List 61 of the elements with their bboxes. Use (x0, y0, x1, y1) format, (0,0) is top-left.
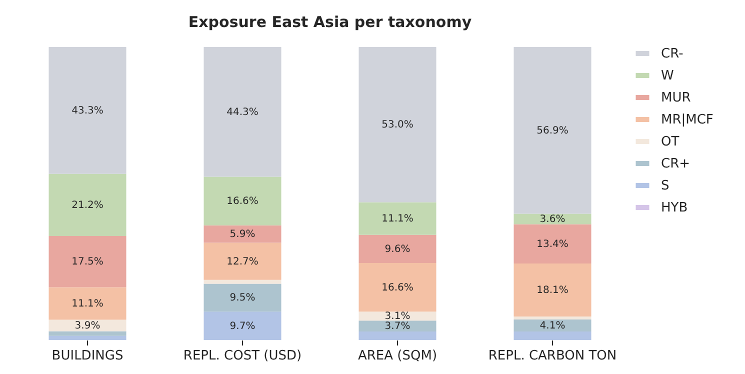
legend-label: S (661, 178, 670, 194)
bar (48, 331, 126, 336)
bar (514, 47, 592, 214)
data-label: 3.1% (384, 311, 410, 322)
data-label: 43.3% (72, 105, 104, 116)
data-label: 12.7% (226, 256, 258, 268)
legend-label: W (661, 68, 674, 84)
bar (358, 47, 436, 202)
data-label: 17.5% (72, 256, 104, 268)
bar (514, 332, 592, 340)
bar (514, 319, 592, 332)
bar (48, 174, 126, 236)
bar (358, 234, 436, 263)
data-label: 3.9% (74, 320, 100, 332)
data-label: 5.9% (230, 229, 256, 240)
legend-label: CR+ (661, 156, 690, 172)
bar (514, 316, 592, 320)
bar (48, 336, 126, 340)
x-tick-label: AREA (SQM) (358, 348, 438, 364)
data-label: 11.1% (72, 298, 104, 310)
bar (204, 280, 282, 284)
bar (514, 264, 592, 317)
bar (204, 284, 282, 312)
legend-label: HYB (661, 200, 688, 216)
x-tick-label: REPL. CARBON TON (488, 348, 617, 364)
data-label: 4.1% (540, 320, 566, 332)
bar (514, 224, 592, 264)
data-label: 13.4% (536, 238, 568, 250)
x-tick-label: REPL. COST (USD) (183, 348, 302, 364)
data-label: 9.7% (230, 320, 256, 332)
bar (48, 287, 126, 320)
chart-title: Exposure East Asia per taxonomy (188, 13, 472, 31)
bar (204, 176, 282, 226)
data-label: 16.6% (382, 282, 414, 294)
legend-label: CR- (661, 46, 684, 62)
legend-label: MUR (661, 90, 691, 106)
bar (514, 214, 592, 224)
data-label: 9.6% (384, 244, 410, 255)
bar (204, 47, 282, 177)
data-label: 3.6% (540, 214, 566, 225)
data-label: 56.9% (536, 125, 568, 136)
bar (48, 236, 126, 288)
data-label: 9.5% (230, 292, 256, 304)
data-label: 21.2% (72, 200, 104, 211)
bar (358, 320, 436, 332)
legend-label: MR|MCF (661, 112, 714, 128)
data-label: 11.1% (382, 214, 414, 225)
data-label: 16.6% (226, 196, 258, 208)
data-label: 18.1% (536, 285, 568, 296)
bar (204, 242, 282, 280)
bar (358, 202, 436, 235)
bar (358, 262, 436, 312)
legend-label: OT (661, 134, 680, 150)
bar (204, 225, 282, 243)
data-label: 53.0% (382, 120, 414, 131)
bar (204, 312, 282, 340)
x-tick-label: BUILDINGS (52, 348, 124, 364)
data-label: 44.3% (226, 106, 258, 118)
bar (48, 47, 126, 174)
bar (358, 332, 436, 340)
data-label: 3.7% (384, 321, 410, 332)
